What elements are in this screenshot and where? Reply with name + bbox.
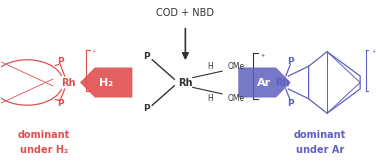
Text: P: P xyxy=(143,104,150,113)
Text: P: P xyxy=(57,99,64,108)
Text: Rh: Rh xyxy=(178,78,193,87)
Text: under H₂: under H₂ xyxy=(20,145,68,155)
Polygon shape xyxy=(81,68,132,97)
Text: H: H xyxy=(208,62,213,71)
Text: P: P xyxy=(143,52,150,61)
Text: Ar: Ar xyxy=(257,78,271,87)
Text: H: H xyxy=(208,94,213,103)
Text: Rh: Rh xyxy=(61,78,76,87)
Text: COD + NBD: COD + NBD xyxy=(156,8,214,18)
Text: OMe: OMe xyxy=(228,62,245,71)
Text: $^+$: $^+$ xyxy=(259,53,266,59)
Text: dominant: dominant xyxy=(18,130,70,140)
Text: dominant: dominant xyxy=(294,130,346,140)
Text: OMe: OMe xyxy=(228,94,245,103)
Text: $^+$: $^+$ xyxy=(90,50,97,56)
Text: P: P xyxy=(287,57,294,66)
Text: $^+$: $^+$ xyxy=(370,50,377,56)
Text: Rh: Rh xyxy=(275,78,290,87)
Polygon shape xyxy=(239,68,290,97)
Text: under Ar: under Ar xyxy=(296,145,344,155)
Text: H₂: H₂ xyxy=(99,78,113,87)
Text: P: P xyxy=(57,57,64,66)
Text: P: P xyxy=(287,99,294,108)
